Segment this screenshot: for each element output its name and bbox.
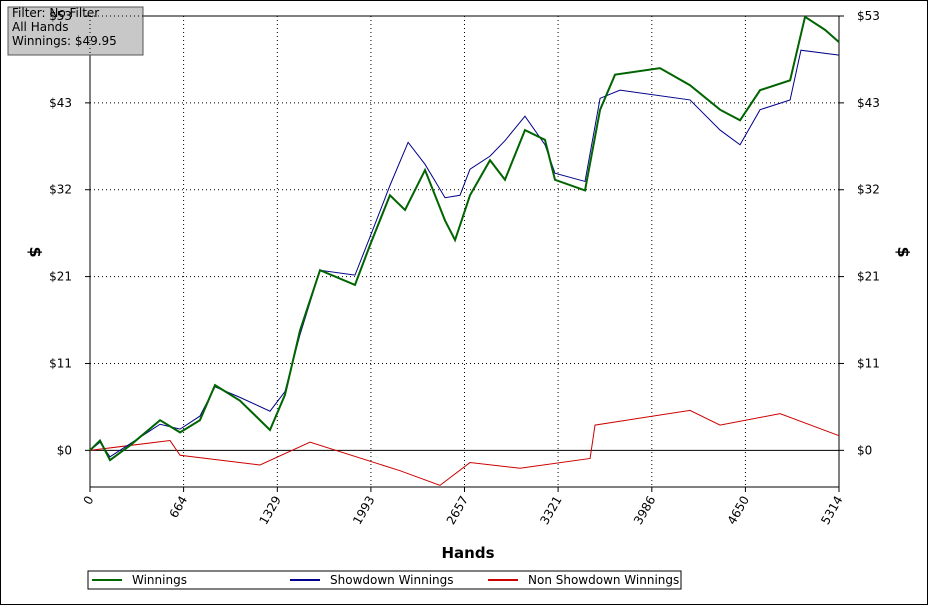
legend [87, 570, 682, 590]
legend-label: Non Showdown Winnings [528, 573, 679, 587]
series-line [89, 49, 840, 458]
info-line: All Hands [12, 20, 69, 34]
series-line [89, 409, 840, 486]
y-tick-label: $53 [49, 9, 72, 23]
info-box [7, 6, 144, 56]
y2-tick-label: $43 [857, 96, 880, 110]
info-line: Filter: No Filter [12, 6, 99, 20]
y-tick-label: $11 [49, 356, 72, 370]
y-tick-label: $0 [57, 443, 72, 457]
series-line [89, 15, 840, 462]
y2-tick-label: $0 [857, 443, 872, 457]
y-tick-label: $21 [49, 270, 72, 284]
y2-tick-label: $11 [857, 356, 880, 370]
legend-label: Winnings [132, 573, 187, 587]
legend-label: Showdown Winnings [330, 573, 454, 587]
y2-tick-label: $21 [857, 270, 880, 284]
x-axis-label: Hands [441, 544, 494, 562]
y2-tick-label: $32 [857, 183, 880, 197]
y2-axis-label: $ [894, 246, 913, 257]
y2-tick-label: $53 [857, 9, 880, 23]
y-tick-label: $43 [49, 96, 72, 110]
info-line: Winnings: $49.95 [12, 34, 117, 48]
y-tick-label: $32 [49, 183, 72, 197]
y-axis-label: $ [26, 246, 45, 257]
